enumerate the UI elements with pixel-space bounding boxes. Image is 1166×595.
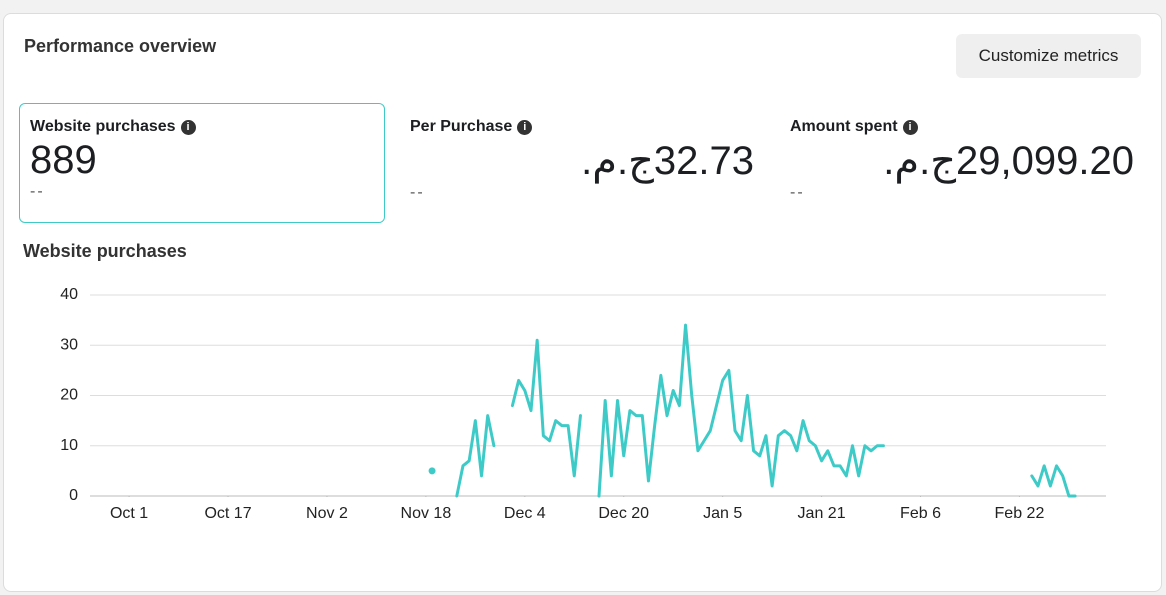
y-tick-label: 10 [60,437,78,454]
x-tick-label: Oct 17 [204,505,251,522]
info-icon: i [180,119,196,135]
customize-button[interactable]: Customize metrics [956,34,1141,78]
x-tick-label: Oct 1 [110,505,148,522]
section-title: Performance overview [24,36,217,56]
y-tick-label: 40 [60,286,78,303]
x-tick-label: Nov 18 [401,505,452,522]
metric-value: 32.73ج.م. [581,139,754,183]
info-icon: i [902,119,918,135]
y-tick-label: 20 [60,387,78,404]
info-icon: i [517,119,533,135]
x-tick-label: Feb 22 [995,505,1045,522]
x-tick-label: Dec 20 [598,505,649,522]
x-tick-label: Feb 6 [900,505,941,522]
line [430,323,1077,498]
x-tick-label: Nov 2 [306,505,348,522]
metric-label-text: Amount spent [790,118,898,135]
x-tick-label: Jan 5 [703,505,742,522]
metric-label: Per Purchase i [410,118,754,136]
metric-comparison: -- [410,184,425,201]
metric-label: Amount spent i [790,118,1134,136]
x-tick-label: Dec 4 [504,505,546,522]
metric-card[interactable]: Per Purchase i 32.73ج.م. -- [399,103,765,223]
metric-comparison: -- [30,183,45,200]
metric-comparison: -- [790,184,805,201]
y-tick-label: 0 [69,487,78,504]
x-tick-label: Jan 21 [798,505,846,522]
metric-card[interactable]: Website purchases i 889 -- [19,103,385,223]
metric-label: Website purchases i [30,118,374,136]
metric-value: 889 [30,138,97,182]
metric-label-text: Per Purchase [410,118,513,135]
y-tick-label: 30 [60,336,78,353]
metric-value: 29,099.20ج.م. [883,139,1134,183]
metric-label-text: Website purchases [30,118,176,135]
metric-card[interactable]: Amount spent i 29,099.20ج.م. -- [779,103,1145,223]
chart-title: Website purchases [23,241,187,261]
